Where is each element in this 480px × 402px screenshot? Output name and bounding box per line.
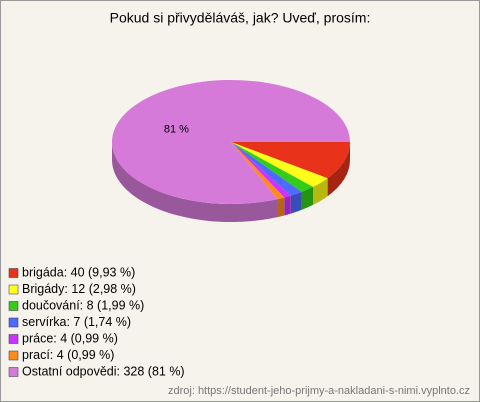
- slice-side: [277, 197, 285, 218]
- legend-label: prací: 4 (0,99 %): [22, 348, 114, 362]
- legend-swatch: [8, 334, 19, 344]
- legend-label: doučování: 8 (1,99 %): [22, 298, 144, 312]
- legend-swatch: [8, 367, 19, 377]
- legend-label: servírka: 7 (1,74 %): [22, 315, 131, 329]
- slice-side: [301, 186, 313, 210]
- legend-swatch: [8, 350, 19, 361]
- legend-label: Brigády: 12 (2,98 %): [22, 282, 136, 296]
- slice: [231, 142, 350, 179]
- slice-side: [284, 195, 291, 216]
- slice-side: [290, 191, 302, 214]
- legend-label: Ostatní odpovědi: 328 (81 %): [22, 364, 185, 378]
- source: zdroj: https://student-jeho-prijmy-a-nak…: [168, 385, 470, 397]
- legend-swatch: [8, 284, 19, 295]
- slice: [231, 142, 302, 196]
- chart-title: Pokud si přivyděláváš, jak? Uveď, prosím…: [110, 10, 371, 26]
- legend-label: brigáda: 40 (9,93 %): [22, 265, 135, 279]
- slice: [231, 142, 291, 198]
- slice-label: 81 %: [164, 124, 189, 136]
- legend-swatch: [8, 301, 19, 311]
- slice-side: [327, 142, 350, 197]
- slice: [231, 142, 328, 187]
- legend-label: práce: 4 (0,99 %): [22, 331, 118, 345]
- slice: [112, 79, 351, 204]
- slice: [231, 142, 285, 200]
- slice-side: [312, 178, 328, 205]
- legend-swatch: [8, 268, 19, 278]
- slice-side: [112, 142, 278, 222]
- slice: [231, 142, 313, 192]
- legend-swatch: [8, 317, 19, 328]
